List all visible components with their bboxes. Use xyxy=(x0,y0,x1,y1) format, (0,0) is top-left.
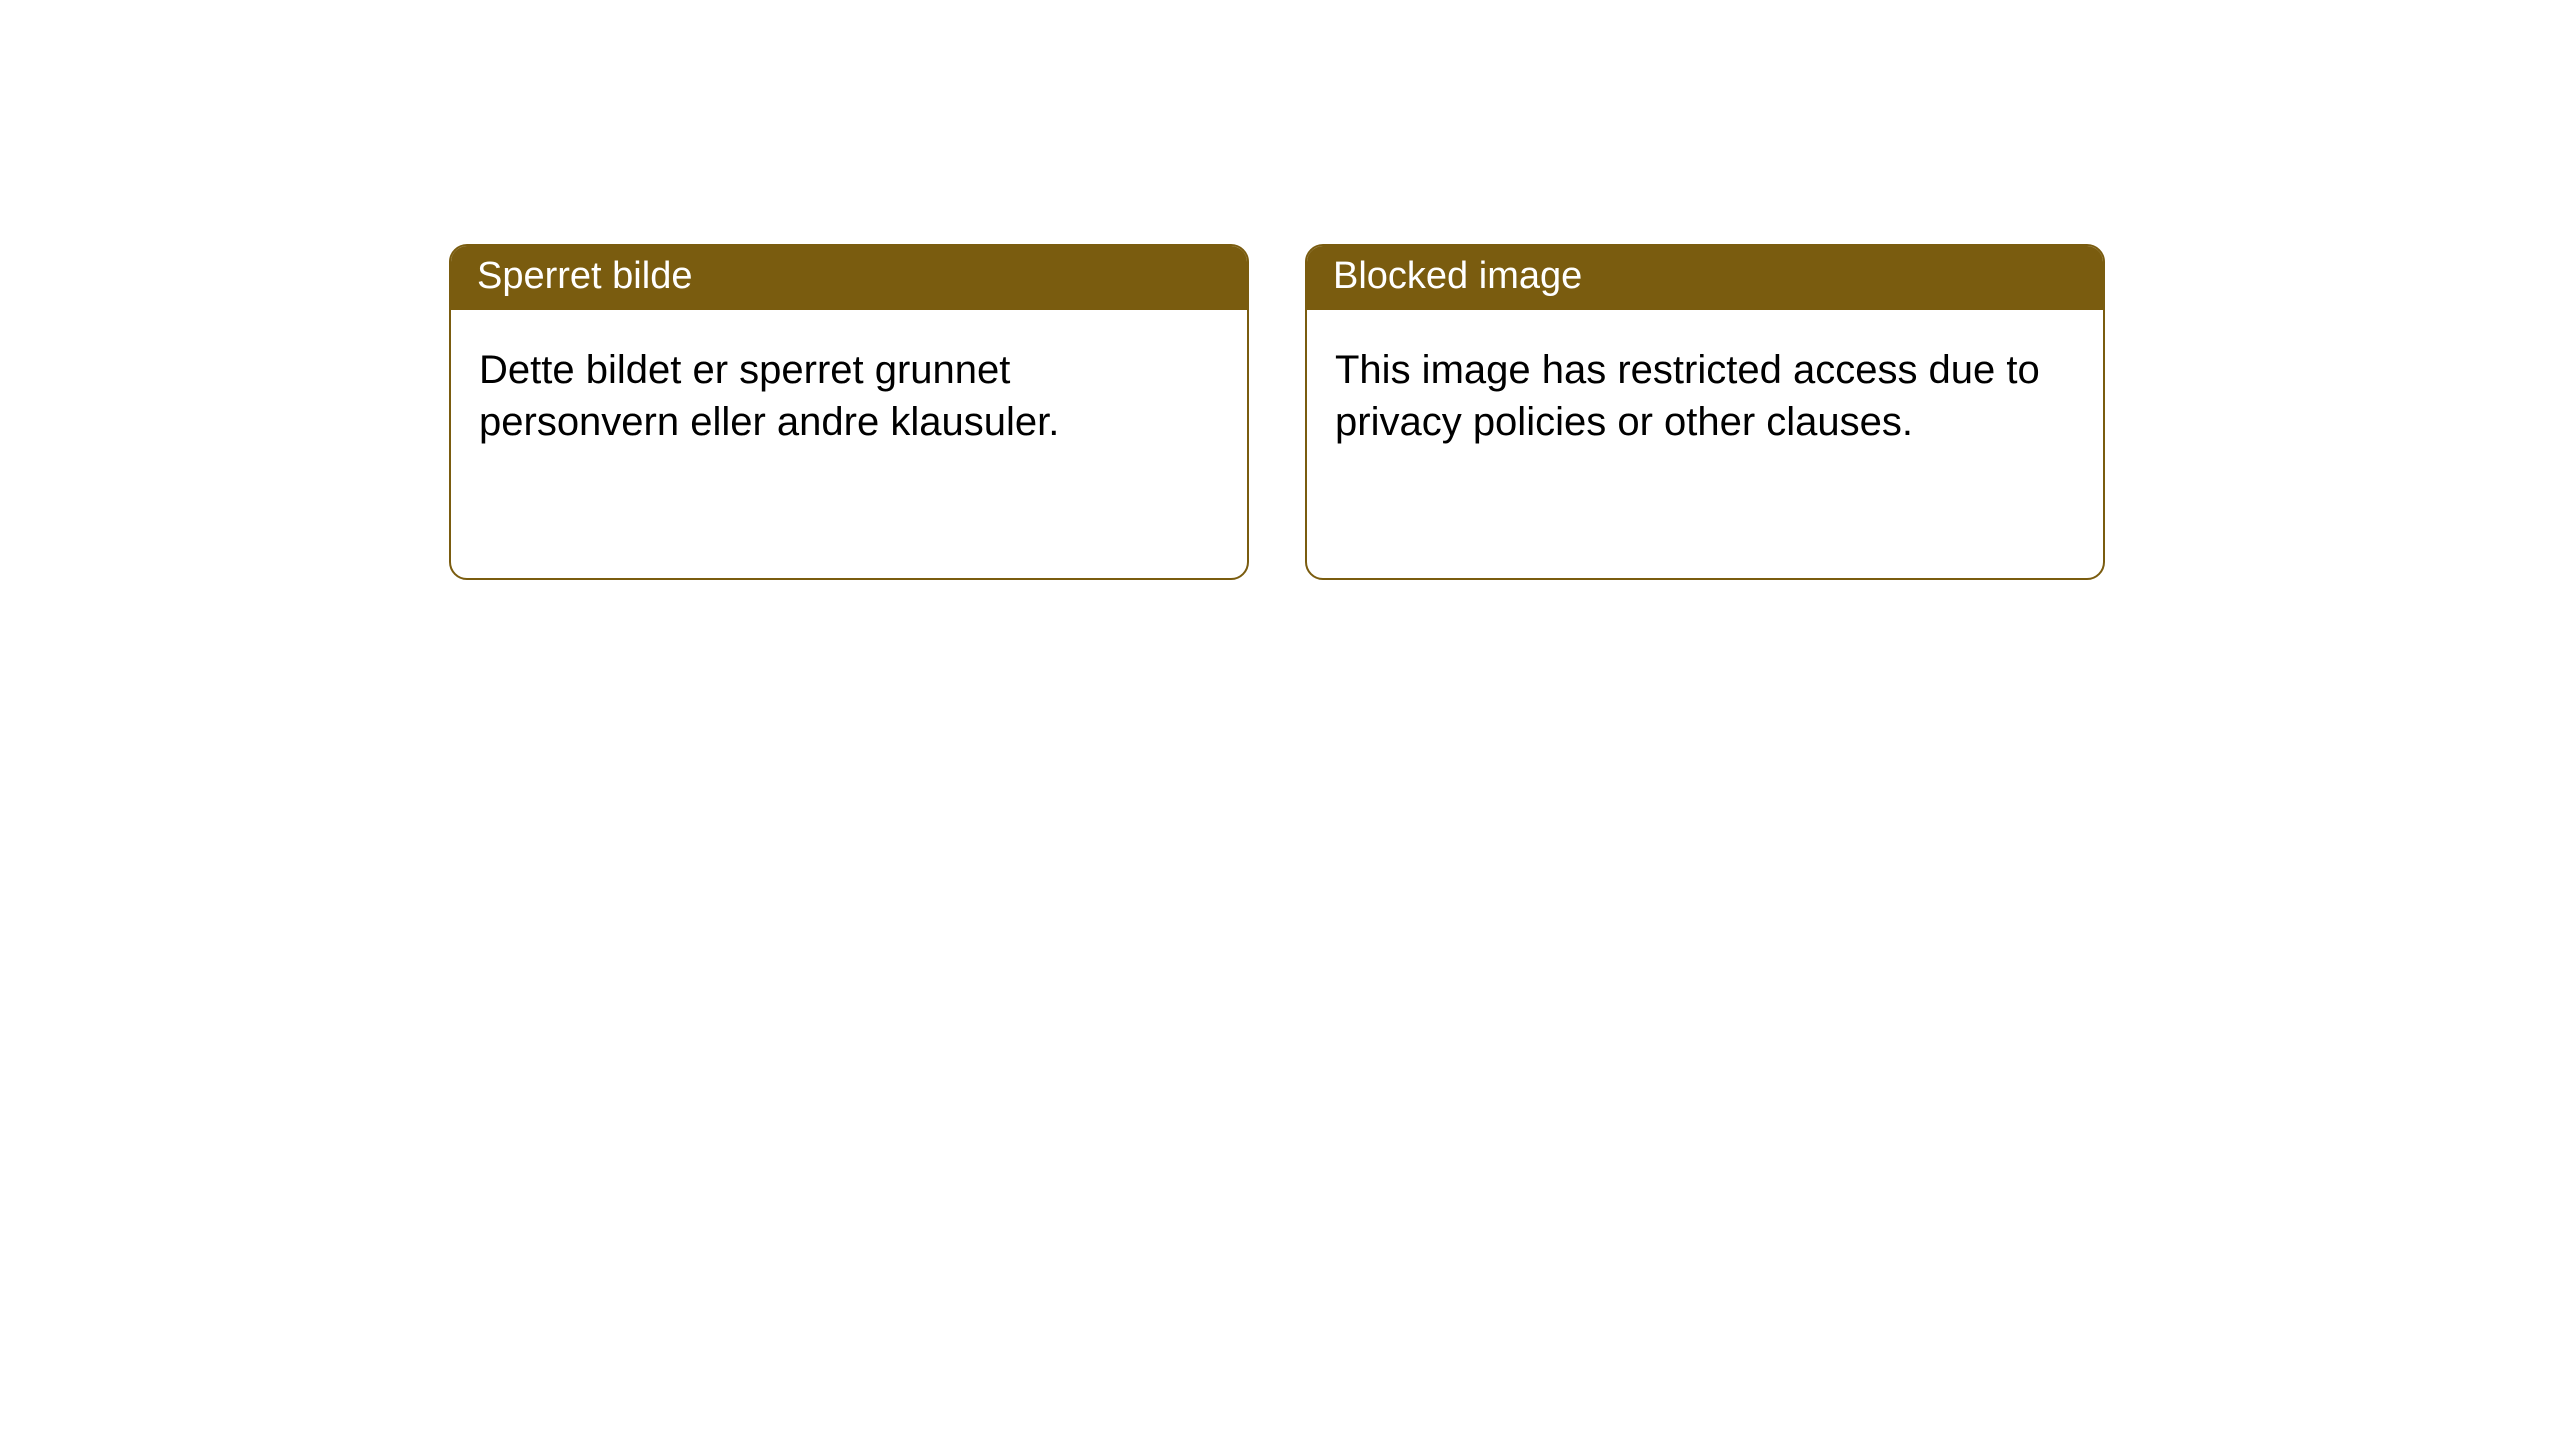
card-message: This image has restricted access due to … xyxy=(1335,348,2040,444)
blocked-image-card-en: Blocked image This image has restricted … xyxy=(1305,244,2105,580)
blocked-image-card-no: Sperret bilde Dette bildet er sperret gr… xyxy=(449,244,1249,580)
card-header: Blocked image xyxy=(1307,246,2103,310)
card-title: Sperret bilde xyxy=(477,255,692,297)
card-header: Sperret bilde xyxy=(451,246,1247,310)
card-body: Dette bildet er sperret grunnet personve… xyxy=(451,310,1247,482)
card-title: Blocked image xyxy=(1333,255,1582,297)
card-body: This image has restricted access due to … xyxy=(1307,310,2103,482)
notice-container: Sperret bilde Dette bildet er sperret gr… xyxy=(449,244,2105,580)
card-message: Dette bildet er sperret grunnet personve… xyxy=(479,348,1059,444)
